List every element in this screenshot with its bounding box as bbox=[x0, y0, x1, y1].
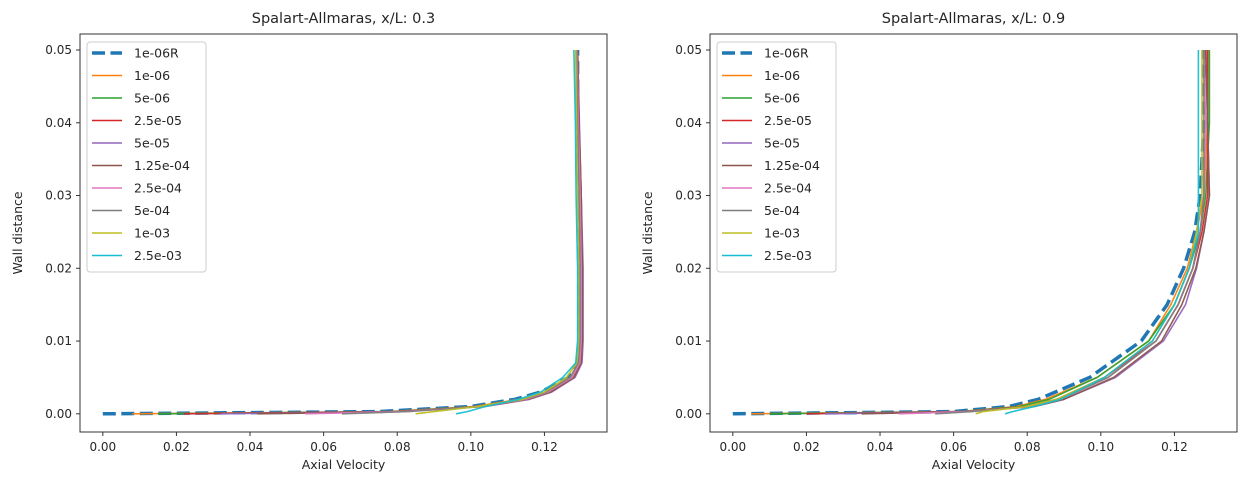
legend-label: 5e-04 bbox=[764, 203, 800, 218]
legend-box bbox=[716, 41, 837, 273]
x-tick-label: 0.12 bbox=[1161, 440, 1188, 454]
y-tick-label: 0.05 bbox=[45, 43, 72, 57]
x-tick-label: 0.08 bbox=[1014, 440, 1041, 454]
series-line-1.25e-04 bbox=[257, 49, 584, 415]
y-tick-label: 0.00 bbox=[675, 407, 702, 421]
legend-label: 1e-03 bbox=[764, 226, 800, 241]
x-tick-label: 0.00 bbox=[719, 440, 746, 454]
y-tick-label: 0.04 bbox=[675, 116, 702, 130]
y-tick-label: 0.00 bbox=[45, 407, 72, 421]
legend-label: 5e-05 bbox=[764, 136, 800, 151]
legend: 1e-06R 1e-06 5e-06 2.5e-05 5e-05 1.25e-04 2.5e… bbox=[86, 41, 207, 273]
x-tick-label: 0.00 bbox=[89, 440, 116, 454]
series-line-5e-05 bbox=[220, 49, 584, 415]
legend-label: 1e-06R bbox=[764, 46, 809, 61]
y-tick-label: 0.01 bbox=[675, 334, 702, 348]
series-line-1e-03 bbox=[975, 50, 1203, 415]
x-tick-label: 0.12 bbox=[531, 440, 558, 454]
legend-label: 5e-04 bbox=[134, 203, 170, 218]
legend-label: 1e-06R bbox=[134, 46, 179, 61]
chart-title: Spalart-Allmaras, x/L: 0.3 bbox=[252, 11, 435, 27]
legend-label: 2.5e-04 bbox=[134, 181, 182, 196]
y-tick-label: 0.02 bbox=[45, 261, 72, 275]
legend-label: 2.5e-03 bbox=[134, 248, 182, 263]
y-axis-label: Wall distance bbox=[640, 191, 655, 274]
legend-label: 1.25e-04 bbox=[764, 158, 820, 173]
legend-label: 2.5e-03 bbox=[764, 248, 812, 263]
legend: 1e-06R 1e-06 5e-06 2.5e-05 5e-05 1.25e-04 2.5e… bbox=[716, 41, 837, 273]
x-axis-label: Axial Velocity bbox=[302, 457, 386, 472]
legend-label: 2.5e-05 bbox=[134, 113, 182, 128]
axes-frame bbox=[709, 33, 1238, 433]
legend-label: 2.5e-04 bbox=[764, 181, 812, 196]
x-axis-label: Axial Velocity bbox=[932, 457, 1016, 472]
series-line-2.5e-05 bbox=[806, 50, 1209, 415]
series-line-2.5e-03 bbox=[455, 49, 579, 415]
y-tick-label: 0.03 bbox=[675, 189, 702, 203]
series-line-5e-04 bbox=[341, 49, 581, 415]
x-tick-label: 0.08 bbox=[384, 440, 411, 454]
y-tick-label: 0.04 bbox=[45, 116, 72, 130]
series-line-2.5e-05 bbox=[183, 49, 583, 415]
series-line-2.5e-03 bbox=[1004, 50, 1200, 415]
series-line-5e-06 bbox=[157, 49, 582, 415]
series-group bbox=[102, 49, 584, 416]
x-tick-label: 0.02 bbox=[163, 440, 190, 454]
series-line-5e-05 bbox=[824, 49, 1211, 415]
y-tick-label: 0.01 bbox=[45, 334, 72, 348]
x-tick-label: 0.06 bbox=[310, 440, 337, 454]
legend-label: 1e-06 bbox=[134, 68, 170, 83]
chart-1: Spalart-Allmaras, x/L: 0.9 0.00 0.02 0.04 0.… bbox=[640, 11, 1238, 472]
x-tick-label: 0.10 bbox=[1087, 440, 1114, 454]
series-line-1.25e-04 bbox=[861, 49, 1211, 415]
x-tick-label: 0.06 bbox=[940, 440, 967, 454]
legend-label: 1.25e-04 bbox=[134, 158, 190, 173]
legend-label: 5e-06 bbox=[134, 91, 170, 106]
axes-frame bbox=[79, 33, 608, 433]
series-line-2.5e-04 bbox=[898, 49, 1207, 415]
series-line-2.5e-04 bbox=[305, 49, 582, 415]
x-tick-label: 0.04 bbox=[237, 440, 264, 454]
y-tick-label: 0.02 bbox=[675, 261, 702, 275]
y-tick-label: 0.05 bbox=[675, 43, 702, 57]
legend-box bbox=[86, 41, 207, 273]
x-tick-label: 0.02 bbox=[793, 440, 820, 454]
x-tick-label: 0.10 bbox=[457, 440, 484, 454]
series-group bbox=[732, 49, 1211, 416]
legend-label: 1e-03 bbox=[134, 226, 170, 241]
legend-label: 5e-05 bbox=[134, 136, 170, 151]
series-line-5e-04 bbox=[935, 50, 1205, 415]
x-tick-label: 0.04 bbox=[867, 440, 894, 454]
series-line-1e-03 bbox=[415, 49, 580, 415]
legend-label: 5e-06 bbox=[764, 91, 800, 106]
chart-0: Spalart-Allmaras, x/L: 0.3 0.00 0.02 0.04 0.… bbox=[10, 11, 608, 472]
chart-title: Spalart-Allmaras, x/L: 0.9 bbox=[882, 11, 1065, 27]
y-tick-label: 0.03 bbox=[45, 189, 72, 203]
legend-label: 2.5e-05 bbox=[764, 113, 812, 128]
y-axis-label: Wall distance bbox=[10, 191, 25, 274]
legend-label: 1e-06 bbox=[764, 68, 800, 83]
